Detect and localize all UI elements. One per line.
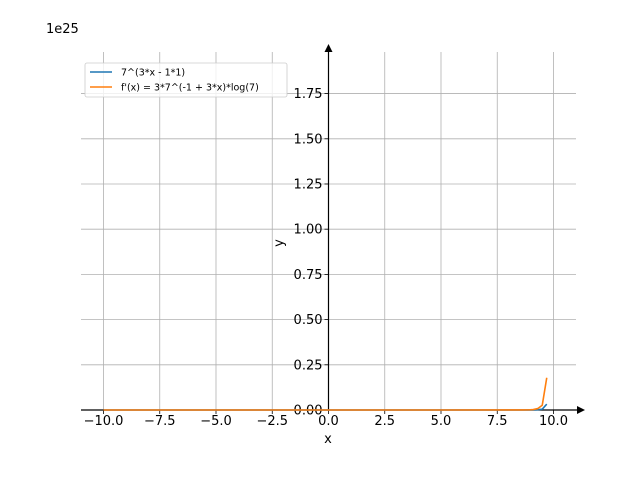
x-tick-label: −5.0 [200, 414, 232, 429]
y-tick-label: 0.75 [294, 268, 323, 283]
series-lines [103, 377, 548, 411]
x-tick-label: 5.0 [431, 414, 452, 429]
x-tick-label: −10.0 [84, 414, 124, 429]
x-tick-label: −2.5 [256, 414, 288, 429]
x-axis-arrow [577, 406, 585, 414]
series-line-2 [103, 377, 548, 411]
legend-label-series-2: f'(x) = 3*7^(-1 + 3*x)*log(7) [121, 83, 259, 94]
y-tick-label: 1.25 [294, 177, 323, 192]
y-tick-label: 1.75 [294, 87, 323, 102]
legend: 7^(3*x - 1*1) f'(x) = 3*7^(-1 + 3*x)*log… [84, 62, 288, 98]
y-axis-arrow [324, 44, 333, 52]
x-tick-label: −7.5 [144, 414, 176, 429]
y-tick-label: 1.50 [294, 132, 323, 147]
y-tick-label: 0.25 [294, 358, 323, 373]
x-ticks: −10.0 −7.5 −5.0 −2.5 0.0 2.5 5.0 7.5 10.0 [84, 410, 568, 429]
y-offset-label: 1e25 [46, 22, 79, 37]
x-tick-label: 0.0 [318, 414, 339, 429]
x-tick-label: 10.0 [539, 414, 568, 429]
legend-label-series-1: 7^(3*x - 1*1) [121, 68, 185, 79]
y-axis-label: y [272, 239, 287, 247]
x-tick-label: 2.5 [374, 414, 395, 429]
x-axis-label: x [324, 432, 332, 447]
y-tick-label: 0.00 [294, 404, 323, 419]
series-line-1 [103, 403, 548, 411]
legend-box [84, 62, 288, 98]
y-ticks: 0.00 0.25 0.50 0.75 1.00 1.25 1.50 1.75 [294, 87, 329, 419]
y-tick-label: 1.00 [294, 223, 323, 238]
x-tick-label: 7.5 [487, 414, 508, 429]
y-tick-label: 0.50 [294, 313, 323, 328]
